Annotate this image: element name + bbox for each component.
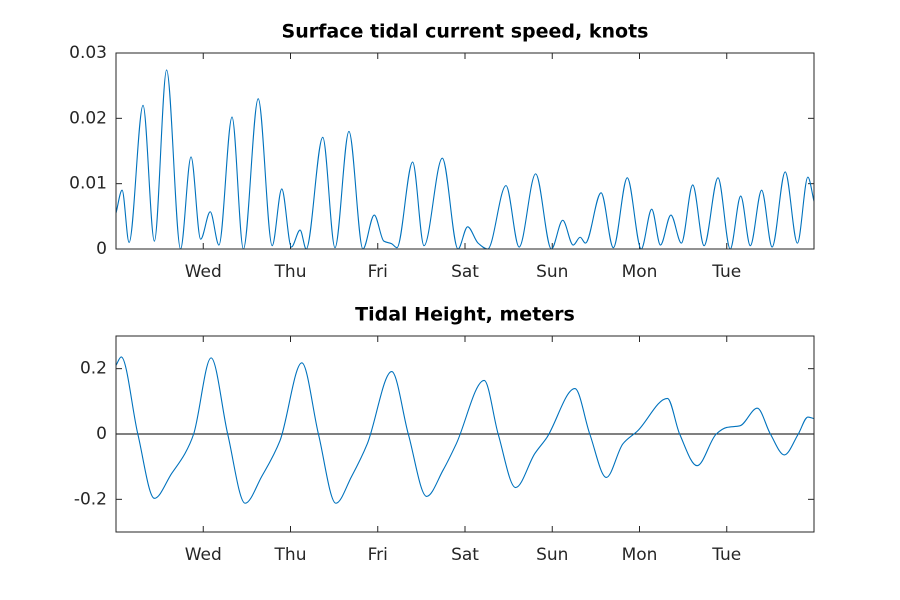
- y-tick-label: 0.02: [69, 108, 107, 128]
- x-tick-label: Tue: [711, 262, 741, 282]
- x-tick-label: Tue: [711, 545, 741, 565]
- data-line: [115, 69, 815, 250]
- x-tick-label: Wed: [185, 545, 222, 565]
- x-tick-label: Mon: [622, 545, 658, 565]
- x-tick-label: Wed: [185, 262, 222, 282]
- y-tick-label: 0.2: [80, 359, 107, 379]
- y-tick-label: 0: [96, 424, 107, 444]
- x-tick-label: Mon: [622, 262, 658, 282]
- axes-box: [115, 335, 815, 533]
- chart-title: Tidal Height, meters: [355, 304, 575, 326]
- x-tick-label: Sun: [536, 262, 568, 282]
- x-tick-label: Thu: [274, 545, 307, 565]
- x-tick-label: Fri: [368, 262, 388, 282]
- x-tick-label: Sat: [451, 545, 479, 565]
- y-tick-label: -0.2: [74, 489, 107, 509]
- x-tick-label: Thu: [274, 262, 307, 282]
- data-line: [115, 356, 815, 504]
- y-tick-label: 0: [96, 239, 107, 259]
- y-tick-label: 0.03: [69, 43, 107, 63]
- chart-title: Surface tidal current speed, knots: [282, 21, 649, 43]
- x-tick-label: Sun: [536, 545, 568, 565]
- x-tick-label: Sat: [451, 262, 479, 282]
- axes-box: [115, 52, 815, 250]
- y-tick-label: 0.01: [69, 174, 107, 194]
- plot-area: [116, 53, 814, 249]
- x-tick-label: Fri: [368, 545, 388, 565]
